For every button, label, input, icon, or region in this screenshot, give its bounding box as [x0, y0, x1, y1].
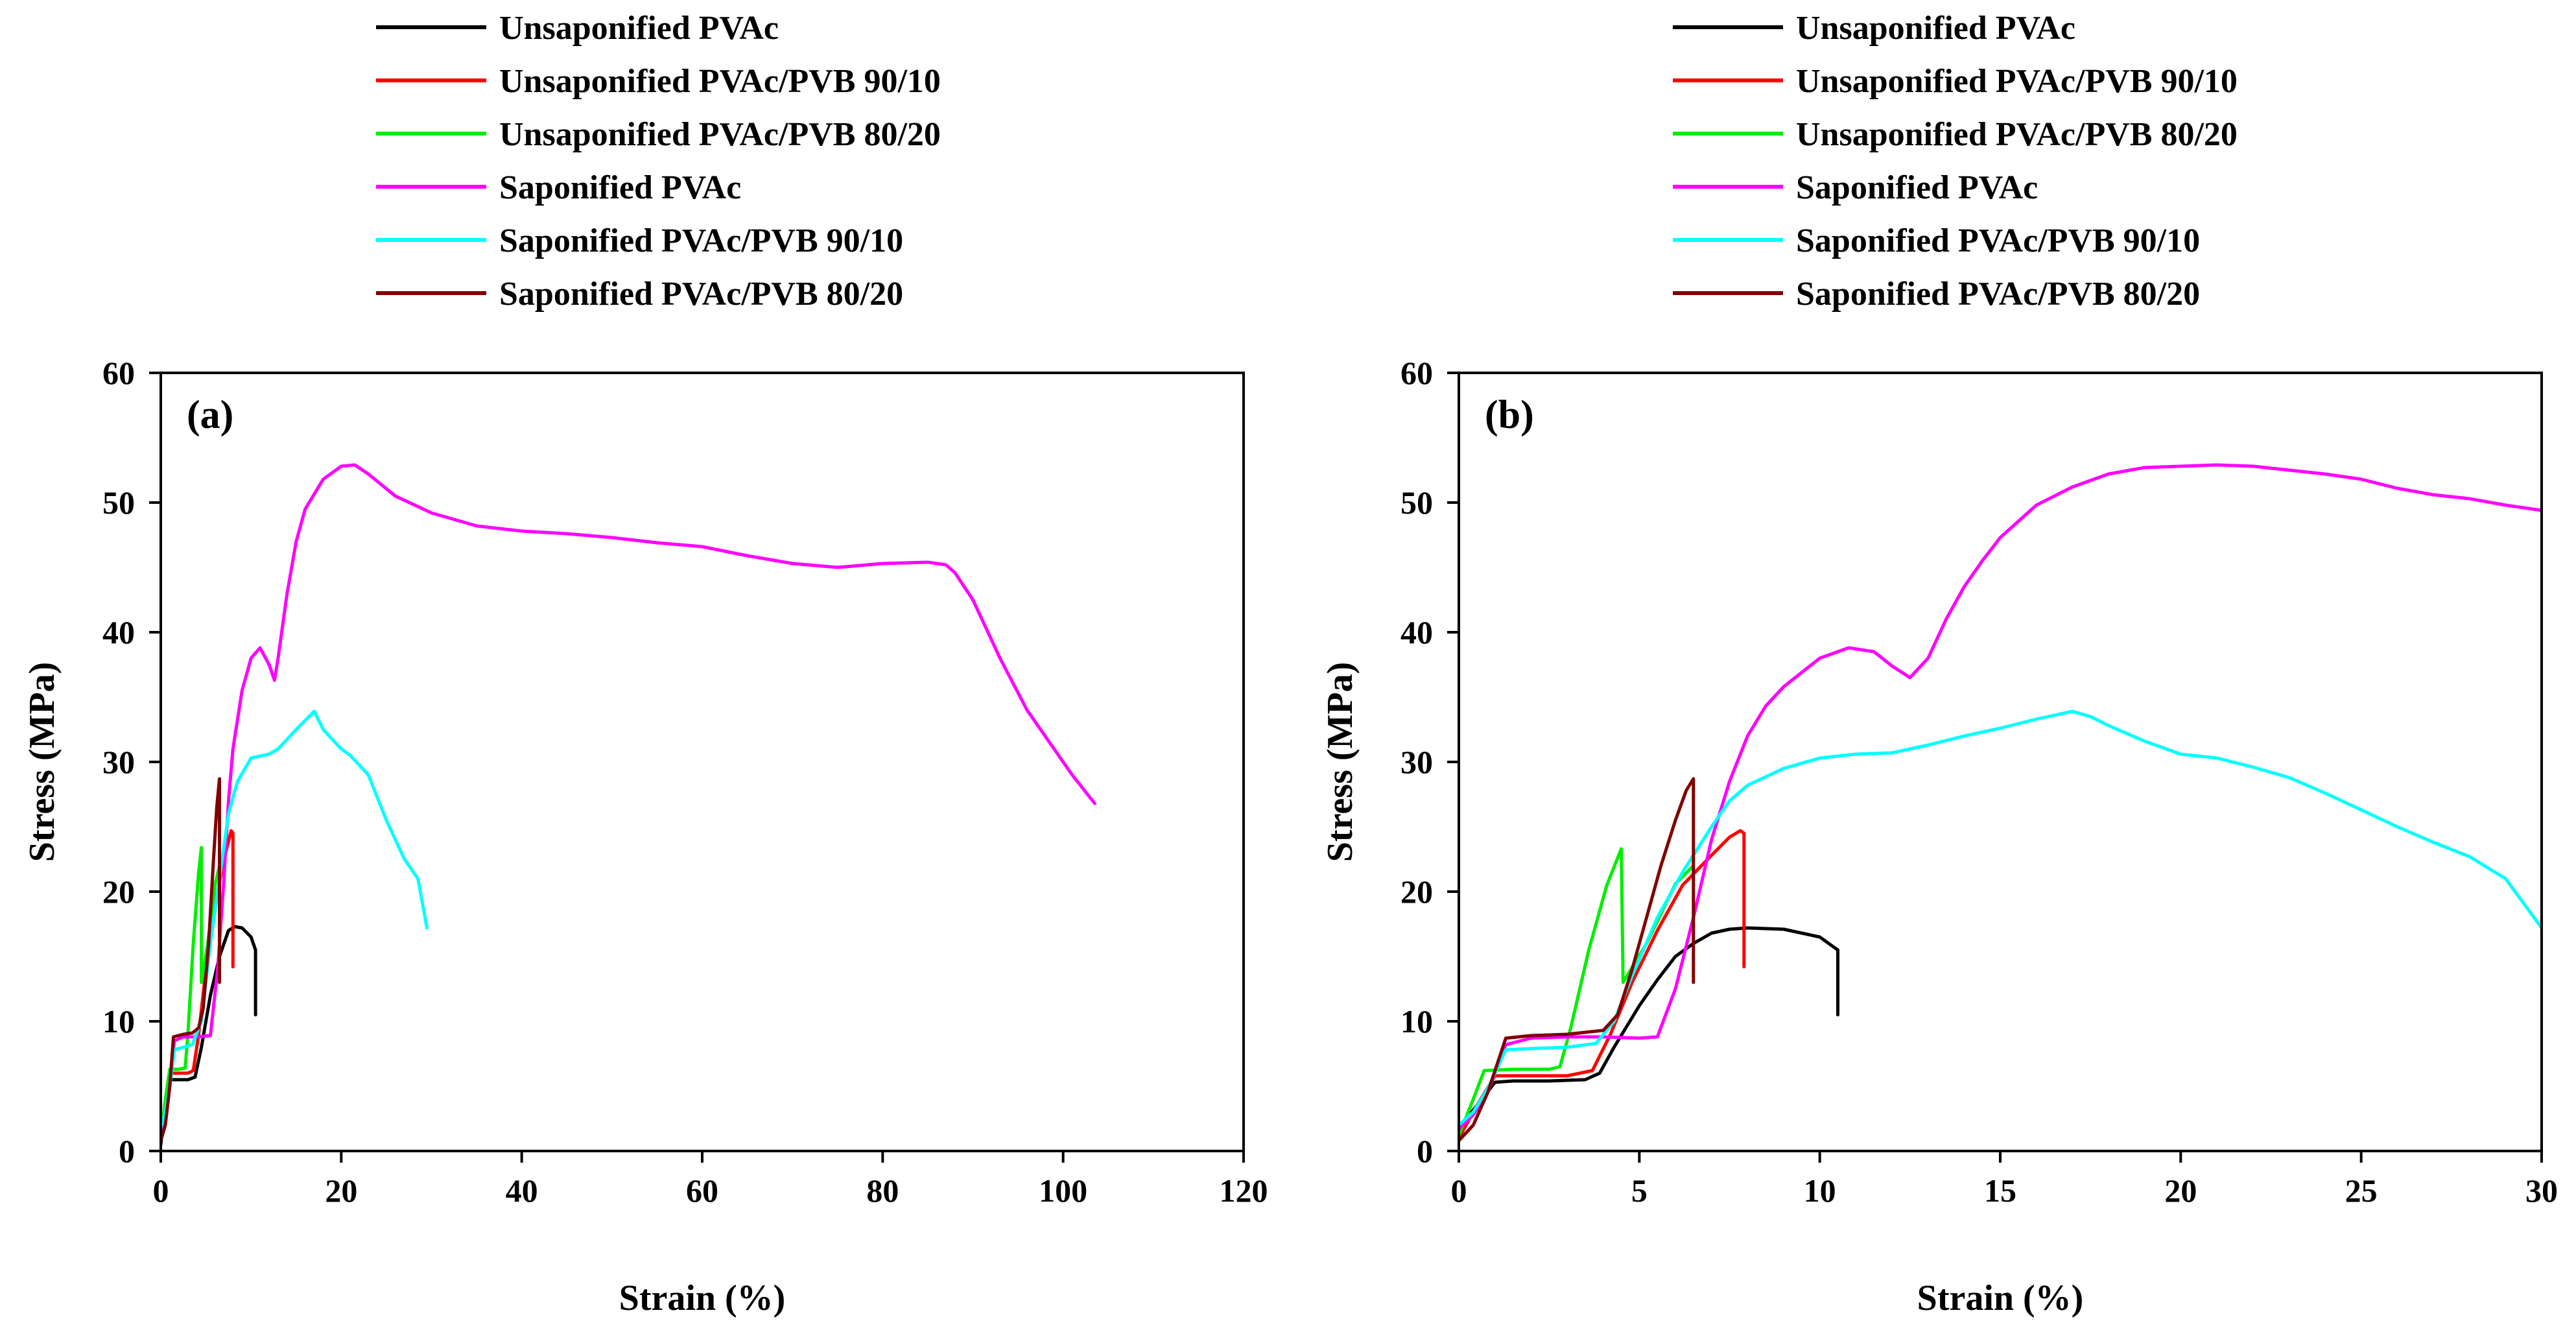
plot-frame [160, 372, 1245, 1152]
legend-item-saponified-pvac-pvb-80-20: Saponified PVAc/PVB 80/20 [1673, 276, 2200, 313]
legend-label: Unsaponified PVAc [1796, 10, 2075, 47]
legend-item-saponified-pvac-pvb-80-20: Saponified PVAc/PVB 80/20 [376, 276, 903, 313]
y-tick-label: 10 [102, 1003, 135, 1039]
y-axis-label: Stress (MPa) [22, 662, 62, 862]
y-tick-label: 40 [102, 614, 135, 650]
series-group [1459, 463, 2542, 1143]
legend-label: Saponified PVAc [499, 169, 741, 206]
series-line-unsaponified-pvac [161, 925, 257, 1146]
series-group [161, 463, 1096, 1146]
legend-item-unsaponified-pvac-pvb-80-20: Unsaponified PVAc/PVB 80/20 [376, 116, 941, 153]
legend-label: Unsaponified PVAc/PVB 90/10 [1796, 63, 2238, 100]
x-tick-label: 20 [2164, 1172, 2197, 1209]
x-tick-label: 30 [2525, 1172, 2558, 1209]
series-line-saponified-pvac-pvb-90-10 [161, 709, 429, 1130]
x-tick-label: 0 [1451, 1172, 1467, 1209]
y-tick-label: 60 [1400, 355, 1433, 391]
series-line-unsaponified-pvac-pvb-80-20 [1459, 847, 1696, 1137]
y-tick-label: 20 [102, 873, 135, 910]
legend-label: Unsaponified PVAc/PVB 80/20 [1796, 116, 2238, 153]
legend-label: Unsaponified PVAc/PVB 90/10 [499, 63, 941, 100]
y-tick-label: 0 [119, 1133, 135, 1169]
panel-label: (b) [1485, 393, 1534, 437]
y-tick-label: 50 [102, 484, 135, 521]
legend-item-unsaponified-pvac-pvb-90-10: Unsaponified PVAc/PVB 90/10 [1673, 63, 2238, 100]
legend-label: Unsaponified PVAc [499, 10, 779, 47]
series-line-saponified-pvac-pvb-80-20 [161, 777, 221, 1143]
series-line-unsaponified-pvac [1459, 926, 1839, 1130]
series-line-unsaponified-pvac-pvb-90-10 [1459, 829, 1746, 1140]
legend-item-unsaponified-pvac: Unsaponified PVAc [376, 10, 779, 47]
x-tick-label: 10 [1804, 1172, 1836, 1209]
y-tick-label: 20 [1400, 873, 1433, 910]
chart-panel-b: 0 5 10 15 20 25 30 0 10 20 30 40 50 60 Strain (%) Stres… [1320, 355, 2558, 1318]
legend-label: Saponified PVAc/PVB 90/10 [1796, 222, 2200, 259]
x-axis-label: Strain (%) [619, 1278, 786, 1318]
series-line-saponified-pvac-pvb-80-20 [1459, 777, 1696, 1143]
legend-label: Saponified PVAc/PVB 80/20 [499, 276, 903, 313]
x-tick-label: 120 [1220, 1172, 1268, 1209]
y-tick-label: 30 [102, 744, 135, 780]
y-tick-label: 40 [1400, 614, 1433, 650]
y-axis-label: Stress (MPa) [1320, 662, 1360, 862]
x-axis-label: Strain (%) [1917, 1278, 2084, 1318]
legend-item-saponified-pvac: Saponified PVAc [1673, 169, 2038, 206]
y-tick-label: 30 [1400, 744, 1433, 780]
chart-panel-a: 0 20 40 60 80 100 120 0 10 20 30 40 50 60 Strain (%) St… [22, 355, 1268, 1318]
legend-item-saponified-pvac-pvb-90-10: Saponified PVAc/PVB 90/10 [376, 222, 903, 259]
x-tick-label: 80 [866, 1172, 899, 1209]
legend-item-saponified-pvac: Saponified PVAc [376, 169, 741, 206]
legend-panel-b: Unsaponified PVAc Unsaponified PVAc/PVB 9… [1673, 10, 2238, 313]
x-tick-label: 15 [1984, 1172, 2016, 1209]
y-tick-label: 0 [1417, 1133, 1433, 1169]
x-tick-label: 5 [1631, 1172, 1648, 1209]
legend-item-unsaponified-pvac-pvb-90-10: Unsaponified PVAc/PVB 90/10 [376, 63, 941, 100]
y-tick-label: 60 [102, 355, 135, 391]
y-tick-label: 50 [1400, 484, 1433, 521]
legend-item-unsaponified-pvac: Unsaponified PVAc [1673, 10, 2075, 47]
legend-item-saponified-pvac-pvb-90-10: Saponified PVAc/PVB 90/10 [1673, 222, 2200, 259]
x-tick-label: 0 [153, 1172, 169, 1209]
series-line-saponified-pvac [161, 463, 1096, 1133]
x-tick-label: 40 [506, 1172, 538, 1209]
series-line-saponified-pvac-pvb-90-10 [1459, 709, 2542, 1127]
x-tick-label: 100 [1039, 1172, 1087, 1209]
legend-label: Saponified PVAc/PVB 90/10 [499, 222, 903, 259]
panel-label: (a) [187, 393, 233, 437]
x-tick-label: 20 [325, 1172, 357, 1209]
legend-item-unsaponified-pvac-pvb-80-20: Unsaponified PVAc/PVB 80/20 [1673, 116, 2238, 153]
legend-panel-a: Unsaponified PVAc Unsaponified PVAc/PVB 9… [376, 10, 941, 313]
legend-label: Saponified PVAc [1796, 169, 2038, 206]
x-tick-label: 25 [2345, 1172, 2378, 1209]
x-tick-label: 60 [686, 1172, 718, 1209]
series-line-saponified-pvac [1459, 463, 2542, 1131]
y-tick-label: 10 [1400, 1003, 1433, 1039]
legend-label: Unsaponified PVAc/PVB 80/20 [499, 116, 941, 153]
legend-label: Saponified PVAc/PVB 80/20 [1796, 276, 2200, 313]
